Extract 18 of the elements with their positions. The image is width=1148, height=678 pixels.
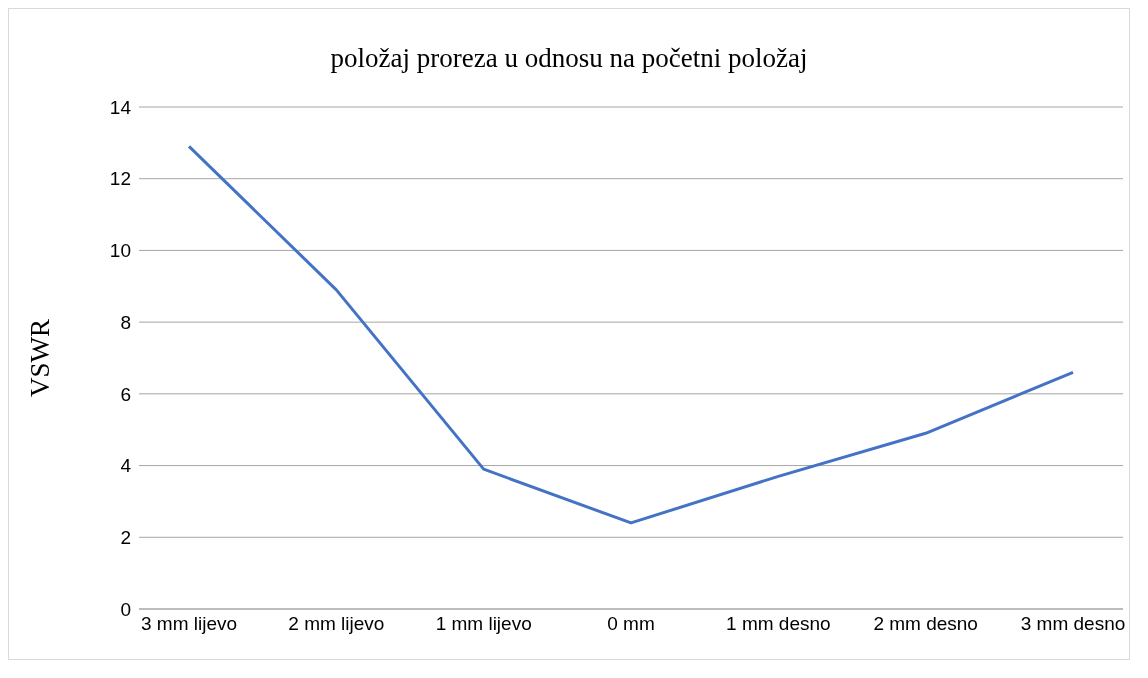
x-tick-label: 2 mm lijevo <box>288 613 385 635</box>
x-tick-label: 1 mm desno <box>726 613 831 635</box>
y-tick-label: 6 <box>120 383 131 405</box>
x-tick-label: 0 mm <box>607 613 655 635</box>
y-tick-label: 2 <box>120 527 131 549</box>
x-tick-label: 3 mm desno <box>1020 613 1126 635</box>
y-tick-label: 0 <box>120 598 131 620</box>
y-tick-label: 8 <box>120 311 131 333</box>
x-tick-label: 2 mm desno <box>873 613 978 635</box>
y-tick-label: 12 <box>109 168 131 190</box>
y-axis-title: VSWR <box>24 318 55 398</box>
x-tick-label: 1 mm lijevo <box>435 613 532 635</box>
x-tick-label: 3 mm lijevo <box>140 613 238 635</box>
y-tick-label: 4 <box>120 455 132 477</box>
chart-title: položaj proreza u odnosu na početni položaj <box>330 43 808 73</box>
y-tick-label: 10 <box>109 240 131 262</box>
y-tick-label: 14 <box>109 96 132 118</box>
line-series <box>187 144 1075 525</box>
